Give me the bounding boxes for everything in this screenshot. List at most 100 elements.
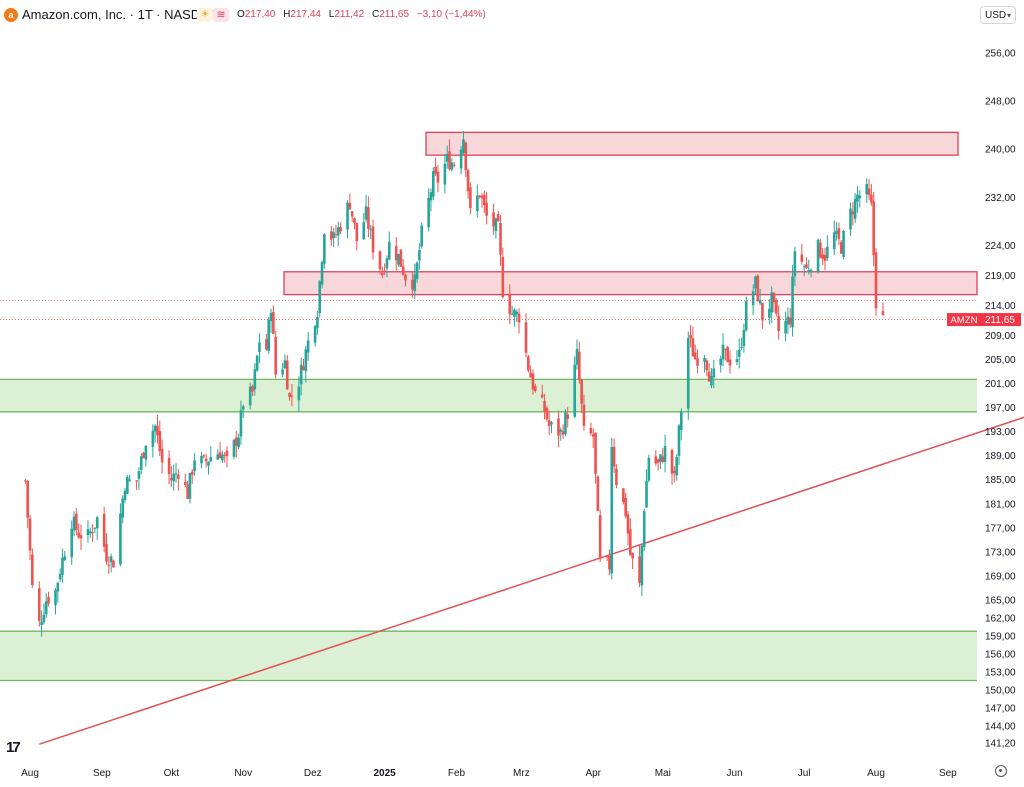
- candle-body: [109, 556, 113, 563]
- candle-body: [313, 326, 317, 343]
- candle-body: [193, 460, 196, 472]
- candle-body: [434, 166, 437, 174]
- candle-body: [645, 481, 648, 508]
- symbol-tag-label: AMZN: [951, 315, 978, 326]
- candle-body: [821, 254, 824, 259]
- candle-body: [283, 360, 287, 369]
- candle-body: [123, 490, 127, 500]
- candle-body: [190, 471, 194, 475]
- candle-body: [37, 588, 41, 621]
- candle-body: [550, 422, 553, 425]
- price-axis[interactable]: 256,00 248,00 240,00 232,00 224,00 219,00 214,…: [985, 49, 1016, 750]
- candle-body: [640, 545, 644, 586]
- candle-body: [288, 393, 291, 398]
- candle-body: [661, 456, 665, 462]
- candle-body: [837, 228, 841, 239]
- candle-body: [707, 371, 711, 382]
- candle-body: [545, 407, 549, 420]
- resistance-zone: [283, 271, 978, 296]
- price-lines-layer: [0, 300, 977, 320]
- candle-body: [496, 214, 500, 222]
- candle-body: [399, 249, 403, 267]
- candle-body: [856, 194, 859, 202]
- candle-body: [265, 339, 268, 350]
- candle-body: [369, 229, 373, 231]
- candle-body: [758, 300, 762, 304]
- candle-body: [79, 535, 83, 539]
- candle-body: [615, 468, 618, 486]
- candle-body: [285, 360, 289, 390]
- candle-body: [527, 356, 530, 371]
- candle-body: [355, 222, 359, 241]
- price-tick-label: 209,00: [985, 331, 1016, 342]
- candle-body: [186, 484, 189, 499]
- candle-body: [872, 201, 875, 256]
- time-axis[interactable]: Aug Sep Okt Nov Dez 2025 Feb Mrz Apr Mai Jun Jul Aug…: [21, 768, 957, 779]
- price-tick-label: 141,20: [985, 739, 1016, 750]
- candle-body: [350, 211, 354, 217]
- candle-body: [626, 514, 630, 534]
- candle-body: [591, 434, 595, 437]
- price-tick-label: 169,00: [985, 571, 1016, 582]
- candle-body: [777, 315, 780, 332]
- candle-body: [44, 601, 48, 615]
- open-label: O: [237, 9, 245, 20]
- candle-body: [712, 368, 716, 378]
- candle-body: [281, 369, 284, 375]
- low-label: L: [328, 9, 335, 20]
- wave-icon[interactable]: ≋: [213, 8, 229, 22]
- candle-body: [594, 432, 597, 474]
- candles-layer: [24, 131, 885, 637]
- candle-body: [517, 313, 521, 323]
- candle-body: [225, 450, 229, 456]
- candle-body: [105, 544, 108, 562]
- candle-body: [559, 429, 563, 432]
- candle-body: [786, 316, 790, 325]
- candle-body: [721, 344, 725, 360]
- candle-body: [397, 253, 400, 265]
- candle-body: [135, 480, 138, 482]
- candle-body: [420, 225, 424, 247]
- support-zone: [0, 631, 977, 681]
- candle-body: [353, 218, 356, 224]
- candle-body: [540, 394, 544, 398]
- price-tick-label: 185,00: [985, 475, 1016, 486]
- settings-icon[interactable]: [995, 765, 1007, 777]
- candle-body: [670, 449, 674, 474]
- price-tick-label: 201,00: [985, 379, 1016, 390]
- time-tick-label: Apr: [585, 768, 601, 779]
- trendline-layer: [39, 416, 1024, 745]
- candle-body: [415, 262, 419, 279]
- symbol-title[interactable]: Amazon.com, Inc. · 1T · NASDAQ: [22, 7, 219, 22]
- candle-body: [304, 349, 308, 372]
- candle-body: [323, 234, 326, 264]
- candle-body: [485, 202, 488, 216]
- candle-body: [870, 194, 873, 203]
- tradingview-logo-icon[interactable]: 17: [6, 739, 21, 756]
- candle-body: [209, 457, 213, 462]
- candle-body: [582, 404, 586, 426]
- candle-body: [332, 232, 335, 239]
- price-tick-label: 150,00: [985, 686, 1016, 697]
- time-tick-label: Okt: [164, 768, 180, 779]
- currency-label: USD: [985, 10, 1007, 21]
- candle-body: [680, 411, 683, 430]
- time-tick-label: Sep: [93, 768, 111, 779]
- candle-body: [174, 473, 178, 475]
- candle-body: [663, 446, 667, 462]
- high-value: 217,44: [290, 9, 321, 20]
- candle-body: [255, 355, 259, 371]
- candle-body: [371, 226, 375, 253]
- currency-select[interactable]: USD ▾: [980, 6, 1016, 24]
- candle-body: [459, 149, 463, 169]
- candle-body: [573, 364, 576, 417]
- candle-body: [686, 338, 690, 409]
- candle-body: [823, 254, 827, 261]
- candle-body: [367, 207, 370, 229]
- candle-body: [436, 171, 440, 183]
- sun-icon[interactable]: ☀: [197, 8, 213, 22]
- candle-body: [612, 446, 616, 467]
- candle-body: [724, 348, 727, 350]
- candle-body: [728, 359, 732, 366]
